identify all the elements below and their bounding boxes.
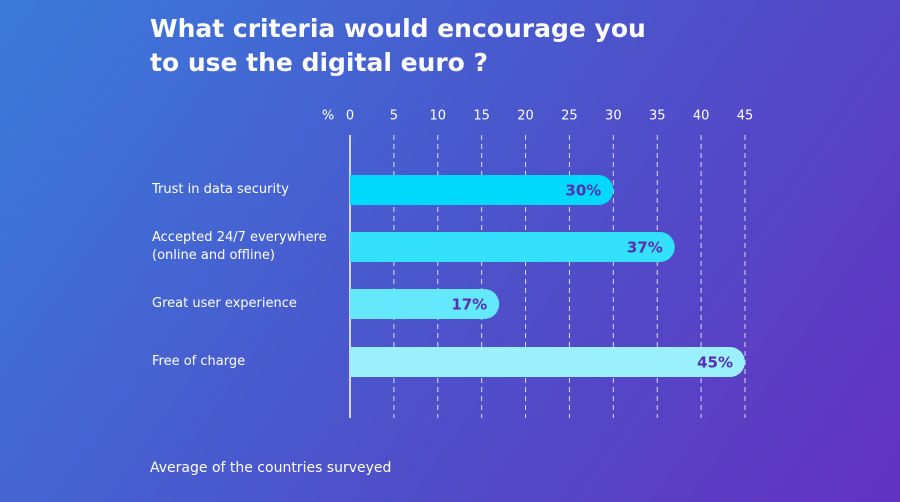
x-tick-label: 25 [561,109,578,124]
value-label: 17% [451,296,487,314]
x-tick-label: 20 [517,109,534,124]
value-label: 37% [627,239,663,257]
bar [350,289,500,319]
bar [350,232,675,262]
x-tick-label: 0 [346,109,354,124]
x-tick-label: 30 [605,109,622,124]
chart-title: What criteria would encourage you to use… [150,14,646,77]
value-label: 45% [697,354,733,372]
footnote: Average of the countries surveyed [150,460,392,476]
value-label: 30% [565,182,601,200]
bar [350,347,745,377]
x-tick-label: 35 [649,109,666,124]
axis-unit: % [322,109,334,124]
category-label: Free of charge [152,354,246,369]
category-label: Accepted 24/7 everywhere (online and off… [152,230,327,263]
x-tick-label: 15 [473,109,490,124]
x-tick-label: 45 [737,109,754,124]
x-tick-label: 10 [430,109,447,124]
bar [350,175,614,205]
x-tick-label: 5 [390,109,398,124]
category-label: Trust in data security [152,182,289,197]
x-tick-label: 40 [693,109,710,124]
category-label: Great user experience [152,296,297,311]
